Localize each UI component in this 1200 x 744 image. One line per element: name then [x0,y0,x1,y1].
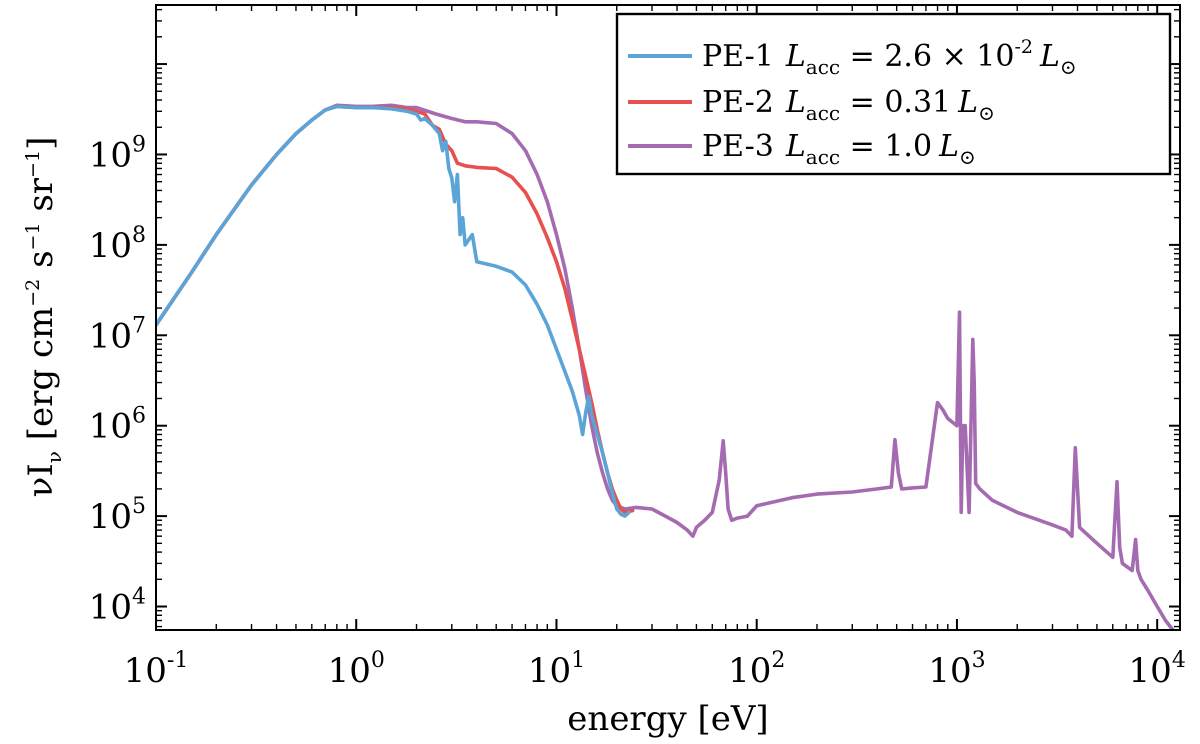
legend-box [615,12,1172,176]
legend-entry-pe-3: PE-3 Lacc = 1.0 L⊙ [628,129,976,169]
y-tick-label: 109 [89,132,146,175]
y-tick-label: 107 [89,313,146,356]
legend-value-pe-1: 2.6 × 10 [884,39,1014,74]
legend-label-pe-2: PE-2 Lacc = 0.31 L⊙ [702,85,995,125]
legend-lsub-pe-2: acc [806,101,840,125]
x-tick-label: 104 [1129,648,1186,691]
legend-eq-pe-1: = [840,39,884,74]
y-axis-label: νIν [erg cm−2 s−1 sr−1] [21,137,66,498]
x-tick-labels: 10-1 100 101 102 103 104 [124,648,1186,691]
y-label-sub: ν [42,451,66,463]
y-label-unit-mid1: s [21,250,61,278]
x-axis-label: energy [eV] [567,699,768,739]
x-tick-label: 103 [928,648,985,691]
y-tick-label: 108 [89,223,146,266]
y-label-unit-close: ] [21,137,61,150]
y-label-unit-exp1: −2 [22,279,44,307]
legend-l-pe-1: L [785,39,806,74]
y-tick-label: 106 [89,404,146,447]
legend-l-pe-2: L [785,85,806,120]
legend-value-exp-pe-1: -2 [1014,36,1033,58]
y-label-unit-mid2: sr [21,177,61,222]
x-tick-label: 100 [328,648,385,691]
legend-unit-sub-pe-3: ⊙ [959,145,976,169]
legend-unit-pe-1: L [1039,39,1060,74]
y-label-main: νI [21,463,61,497]
y-tick-labels: 104 105 106 107 108 109 [89,132,146,627]
legend-eq-pe-3: = [840,129,884,164]
legend-lsub-pe-3: acc [806,145,840,169]
legend-lsub-pe-1: acc [806,55,840,79]
legend-label-pe-1: PE-1 Lacc = 2.6 × 10-2 L⊙ [702,36,1077,79]
y-label-unit-exp2: −1 [22,222,44,250]
legend-entry-pe-1: PE-1 Lacc = 2.6 × 10-2 L⊙ [628,36,1077,79]
x-tick-label: 101 [528,648,585,691]
x-tick-label: 10-1 [124,648,189,691]
ticks-layer [155,5,1180,630]
x-tick-label: 102 [728,648,785,691]
legend-value-pe-2: 0.31 [884,85,951,120]
legend-label-pe-3: PE-3 Lacc = 1.0 L⊙ [702,129,976,169]
legend-eq-pe-2: = [840,85,884,120]
series-layer [156,103,1175,630]
y-label-unit-exp3: −1 [22,150,44,178]
legend-unit-sub-pe-1: ⊙ [1060,55,1077,79]
legend-name-pe-1: PE-1 [702,39,774,74]
legend-value-pe-3: 1.0 [884,129,932,164]
series-line-pe-1 [156,104,631,518]
legend-unit-sub-pe-2: ⊙ [978,101,995,125]
y-tick-label: 105 [89,494,146,537]
legend-l-pe-3: L [785,129,806,164]
y-tick-label: 104 [89,585,146,628]
legend-name-pe-2: PE-2 [702,85,774,120]
legend: PE-1 Lacc = 2.6 × 10-2 L⊙ PE-2 Lacc = 0.31 L… [615,12,1172,176]
plot-frame [155,4,1181,631]
legend-name-pe-3: PE-3 [702,129,774,164]
y-label-unit-open: [erg cm [21,307,61,451]
legend-entry-pe-2: PE-2 Lacc = 0.31 L⊙ [628,85,995,125]
legend-unit-pe-2: L [957,85,978,120]
legend-unit-pe-3: L [938,129,959,164]
series-line-pe-3 [156,103,1175,630]
